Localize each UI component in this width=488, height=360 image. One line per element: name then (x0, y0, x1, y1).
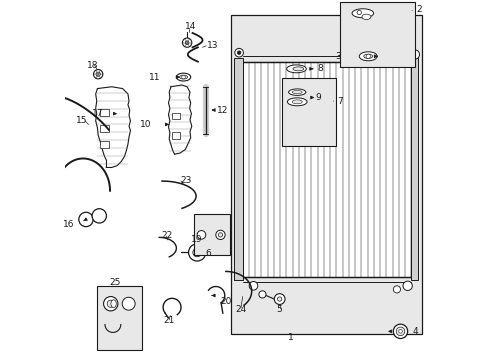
Ellipse shape (292, 67, 303, 71)
Circle shape (197, 230, 205, 239)
Circle shape (218, 233, 222, 237)
Bar (282, 78, 335, 146)
Ellipse shape (288, 89, 305, 95)
Text: 5: 5 (276, 305, 282, 314)
Text: 10: 10 (140, 120, 151, 129)
Text: 15: 15 (76, 116, 87, 125)
Circle shape (185, 41, 188, 44)
Ellipse shape (359, 52, 376, 61)
Circle shape (215, 230, 224, 239)
Ellipse shape (179, 75, 187, 79)
Circle shape (192, 248, 201, 257)
Circle shape (398, 329, 402, 333)
Circle shape (395, 327, 404, 336)
Circle shape (182, 38, 191, 47)
Circle shape (356, 10, 361, 15)
Ellipse shape (361, 14, 370, 19)
Circle shape (195, 251, 199, 254)
Circle shape (79, 212, 93, 226)
Text: 8: 8 (317, 64, 323, 73)
Text: 21: 21 (163, 316, 174, 325)
Text: 22: 22 (161, 231, 172, 240)
Ellipse shape (363, 54, 372, 58)
Text: 6: 6 (204, 249, 210, 258)
Text: 4: 4 (411, 327, 417, 336)
Circle shape (103, 297, 118, 311)
Circle shape (366, 54, 369, 58)
Bar (193, 214, 230, 255)
Text: 7: 7 (336, 96, 342, 105)
Circle shape (392, 324, 407, 338)
Ellipse shape (292, 100, 302, 104)
Circle shape (249, 282, 257, 290)
Text: 12: 12 (216, 105, 227, 114)
Circle shape (258, 291, 265, 298)
Text: 23: 23 (180, 176, 191, 185)
Ellipse shape (176, 73, 190, 81)
Circle shape (409, 50, 419, 59)
Circle shape (237, 51, 241, 54)
Text: 3: 3 (334, 52, 340, 61)
Circle shape (92, 209, 106, 223)
Bar (233, 58, 242, 280)
Bar (100, 141, 109, 148)
Ellipse shape (292, 90, 302, 94)
Text: 2: 2 (415, 5, 421, 14)
Circle shape (93, 69, 102, 79)
Circle shape (96, 72, 100, 76)
Bar (410, 58, 418, 280)
Circle shape (182, 75, 185, 79)
Circle shape (392, 286, 400, 293)
Text: 19: 19 (191, 235, 203, 244)
Circle shape (277, 297, 281, 301)
Bar (339, 3, 414, 67)
Circle shape (234, 48, 243, 57)
Bar (100, 109, 109, 116)
Ellipse shape (351, 9, 373, 18)
Text: 1: 1 (287, 333, 293, 342)
Bar (172, 132, 180, 139)
Text: 9: 9 (315, 93, 321, 102)
Bar (100, 125, 109, 132)
Circle shape (402, 281, 411, 291)
Text: 20: 20 (220, 297, 231, 306)
Text: 25: 25 (109, 278, 121, 287)
Ellipse shape (287, 98, 306, 106)
Bar (231, 15, 421, 334)
Text: 16: 16 (62, 220, 74, 229)
Circle shape (122, 297, 135, 310)
Bar (172, 113, 180, 119)
Text: 11: 11 (149, 73, 161, 82)
Text: 14: 14 (185, 22, 196, 31)
Ellipse shape (111, 300, 116, 308)
Ellipse shape (286, 65, 306, 73)
Circle shape (107, 300, 114, 307)
Text: 24: 24 (235, 305, 246, 314)
Bar (242, 62, 410, 277)
Circle shape (274, 294, 285, 305)
Text: 13: 13 (206, 41, 218, 50)
Circle shape (188, 244, 205, 261)
Text: 17: 17 (92, 109, 104, 118)
Bar (97, 286, 142, 350)
Text: 18: 18 (86, 61, 98, 70)
